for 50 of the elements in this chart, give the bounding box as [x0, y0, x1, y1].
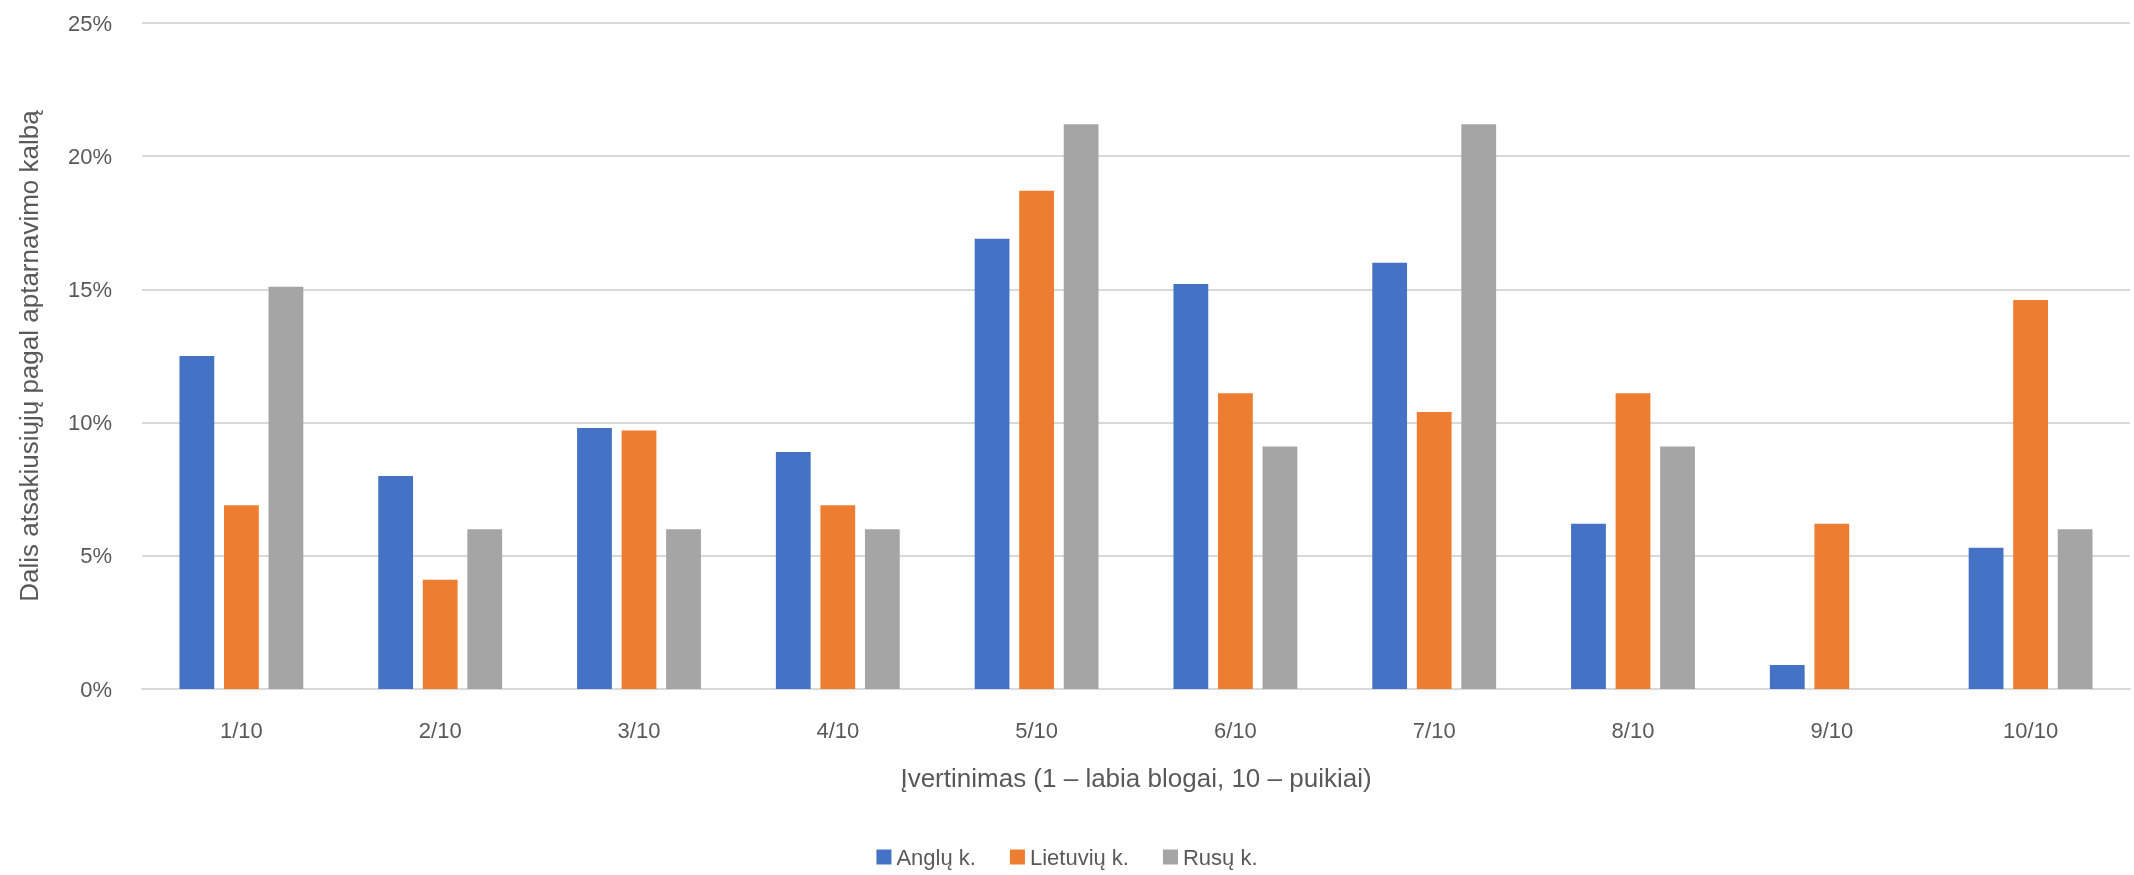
bar [1063, 124, 1099, 689]
bar [1968, 547, 2004, 689]
y-tick-label: 25% [67, 10, 112, 36]
x-axis-title: Įvertinimas (1 – labia blogai, 10 – puikiai) [900, 763, 1372, 793]
legend-label: Lietuvių k. [1029, 844, 1129, 870]
bar [1262, 446, 1298, 689]
bar [974, 238, 1010, 689]
bar [1814, 523, 1850, 689]
y-tick-label: 10% [67, 410, 112, 436]
bar [2013, 300, 2048, 689]
bar [577, 427, 612, 689]
x-tick-label: 3/10 [617, 717, 661, 743]
bar [1615, 393, 1651, 689]
bar [268, 286, 304, 689]
bar [1173, 284, 1209, 689]
legend-label: Anglų k. [896, 844, 976, 870]
x-tick-label: 10/10 [2003, 717, 2059, 743]
x-tick-label: 5/10 [1015, 717, 1059, 743]
bar [467, 529, 503, 689]
y-tick-label: 5% [80, 543, 112, 569]
x-tick-label: 7/10 [1412, 717, 1456, 743]
y-tick-label: 15% [67, 276, 112, 302]
bar [1461, 124, 1497, 689]
bar [820, 505, 856, 689]
bar [1218, 393, 1253, 689]
bar [179, 356, 215, 689]
bar [775, 451, 811, 689]
bar [1019, 190, 1054, 689]
bar [666, 529, 701, 689]
bar [1769, 665, 1805, 689]
bar [1571, 523, 1606, 689]
x-tick-label: 9/10 [1810, 717, 1854, 743]
y-tick-label: 0% [80, 676, 112, 702]
bar [224, 505, 259, 689]
bar [1416, 411, 1452, 689]
y-tick-label: 20% [67, 143, 112, 169]
bar [422, 579, 458, 689]
bar [864, 529, 900, 689]
bar [1372, 262, 1408, 689]
legend-label: Rusų k. [1182, 844, 1258, 870]
x-tick-label: 1/10 [219, 717, 263, 743]
bar [621, 430, 657, 689]
bar [378, 475, 414, 689]
bar [1660, 446, 1695, 689]
bar [2057, 529, 2093, 689]
x-tick-label: 2/10 [418, 717, 462, 743]
x-tick-label: 4/10 [816, 717, 860, 743]
x-tick-label: 6/10 [1213, 717, 1257, 743]
x-tick-label: 8/10 [1611, 717, 1655, 743]
y-axis-title: Dalis atsakiusiųjų pagal aptarnavimo kalbą [14, 109, 44, 602]
